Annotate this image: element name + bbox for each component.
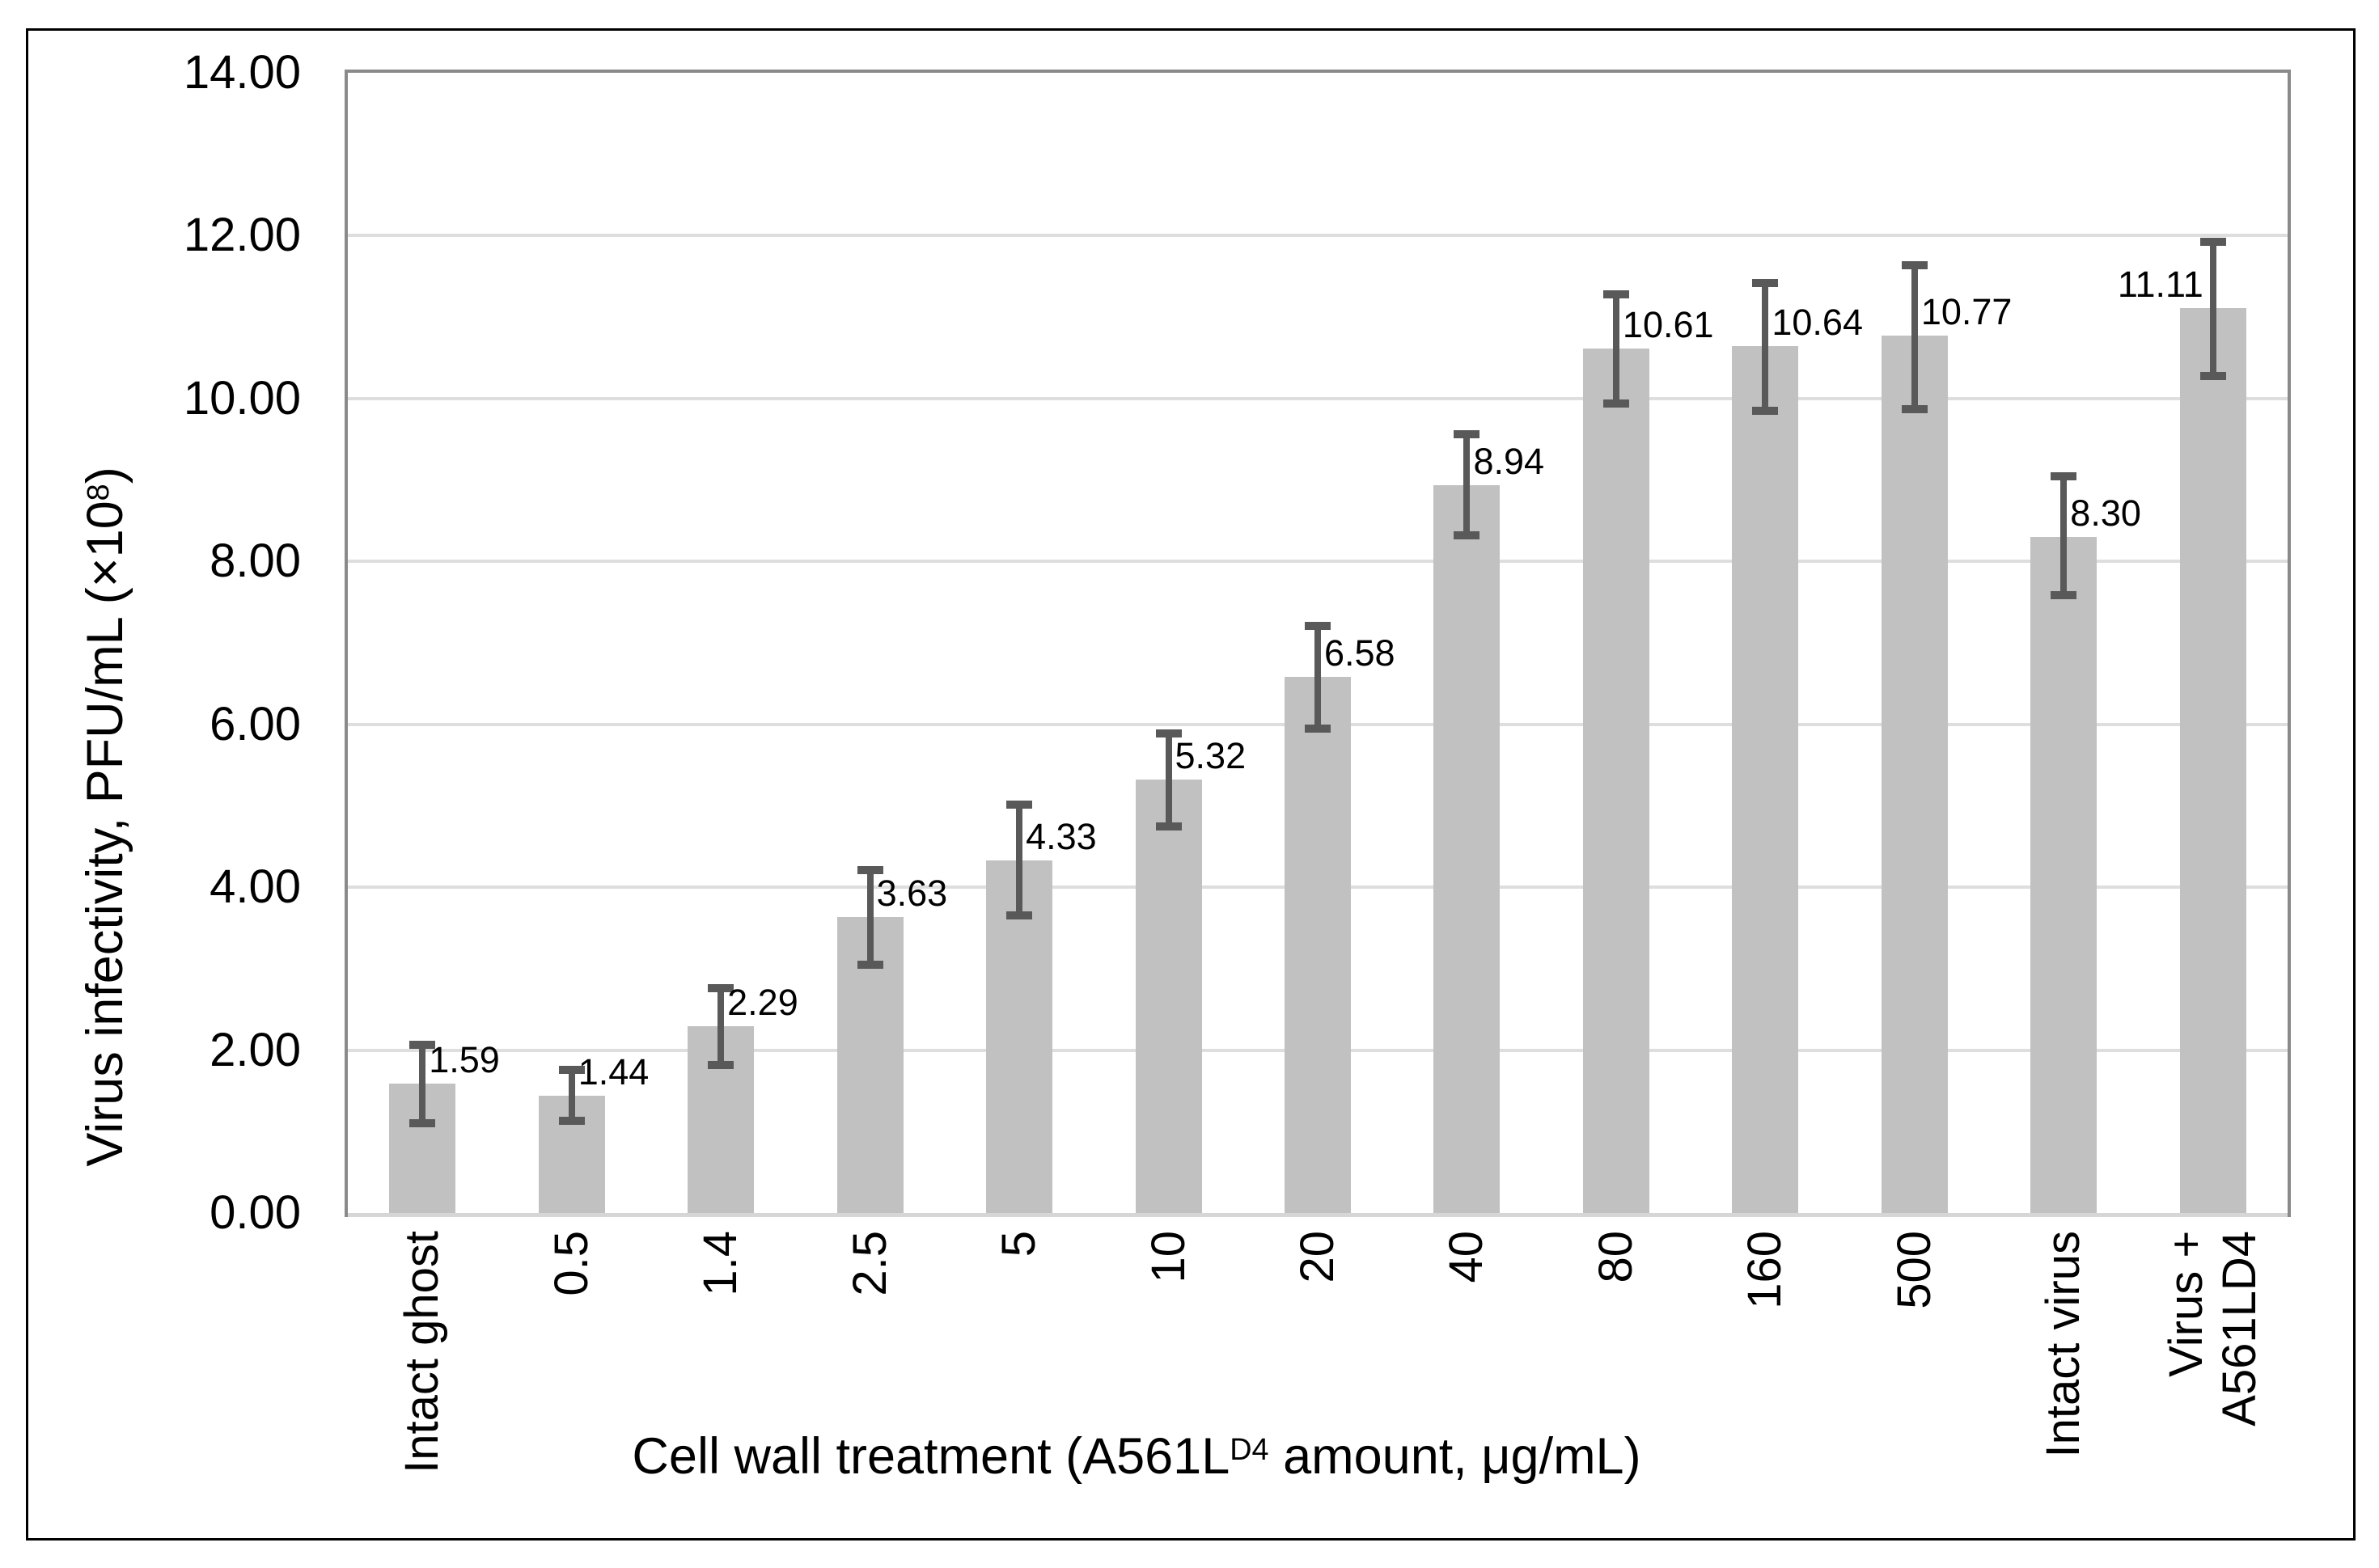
bar — [1732, 346, 1799, 1213]
error-bar-bottom-cap — [857, 960, 883, 969]
error-bar — [1911, 264, 1918, 409]
error-bar-top-cap — [409, 1040, 436, 1049]
error-bar-top-cap — [857, 865, 883, 874]
data-label: 1.59 — [429, 1038, 500, 1080]
error-bar-top-cap — [2199, 238, 2226, 247]
y-tick-label: 6.00 — [210, 697, 301, 750]
data-label: 8.30 — [2070, 492, 2141, 535]
data-label: 1.44 — [578, 1050, 650, 1093]
x-category-label: Virus + A561LD4 — [2159, 1231, 2266, 1426]
error-bar-top-cap — [1305, 621, 1331, 630]
x-category-label: 160 — [1738, 1231, 1792, 1309]
x-axis-title-text: Cell wall treatment (A561L — [632, 1428, 1230, 1485]
y-tick-label: 10.00 — [183, 371, 301, 425]
gridline — [348, 560, 2288, 564]
error-bar — [1463, 434, 1471, 536]
plot-area-border — [345, 70, 2291, 1217]
error-bar-top-cap — [1901, 260, 1928, 269]
error-bar — [1612, 294, 1619, 404]
y-axis-title-text: Virus infectivity, PFU/mL (×10 — [77, 501, 133, 1167]
error-bar-top-cap — [708, 984, 734, 993]
error-bar-top-cap — [1454, 430, 1480, 439]
y-tick-label: 14.00 — [183, 46, 301, 99]
x-category-label: 5 — [993, 1231, 1046, 1257]
data-label: 10.77 — [1920, 291, 2013, 333]
error-bar-bottom-cap — [409, 1119, 436, 1128]
y-axis-title-close: ) — [77, 467, 133, 484]
error-bar-top-cap — [1006, 801, 1033, 809]
bar — [2030, 537, 2097, 1213]
x-category-label: 2.5 — [843, 1231, 896, 1296]
bar — [1582, 349, 1649, 1213]
bar — [1433, 484, 1501, 1213]
y-tick-label: 8.00 — [210, 535, 301, 588]
y-axis-title-superscript: 8 — [82, 484, 116, 501]
y-tick-label: 2.00 — [210, 1023, 301, 1076]
error-bar-bottom-cap — [1006, 911, 1033, 920]
y-tick-label: 0.00 — [210, 1186, 301, 1239]
data-label: 10.64 — [1772, 302, 1863, 344]
y-tick-label: 4.00 — [210, 860, 301, 914]
y-tick-label: 12.00 — [183, 209, 301, 262]
error-bar-bottom-cap — [1454, 531, 1480, 540]
error-bar — [2209, 242, 2216, 376]
error-bar-top-cap — [1602, 290, 1629, 298]
x-category-label: Intact virus — [2037, 1231, 2090, 1458]
error-bar-bottom-cap — [1602, 399, 1629, 408]
x-axis-title: Cell wall treatment (A561LD4 amount, μg/… — [632, 1431, 1640, 1490]
error-bar — [1165, 733, 1172, 826]
error-bar-top-cap — [558, 1065, 585, 1074]
x-axis-title-close: amount, μg/mL) — [1268, 1428, 1641, 1485]
error-bar-bottom-cap — [1752, 406, 1779, 415]
data-label: 2.29 — [727, 982, 798, 1024]
y-axis-title: Virus infectivity, PFU/mL (×108) — [77, 467, 138, 1167]
x-category-label: 10 — [1141, 1231, 1195, 1283]
x-category-label: 1.4 — [694, 1231, 747, 1296]
data-label: 10.61 — [1622, 304, 1714, 346]
data-label: 8.94 — [1473, 440, 1545, 482]
error-bar — [568, 1069, 575, 1122]
error-bar-bottom-cap — [1305, 724, 1331, 733]
error-bar-top-cap — [2051, 471, 2077, 480]
error-bar-top-cap — [1752, 278, 1779, 287]
data-label: 4.33 — [1026, 815, 1097, 857]
bar — [1135, 780, 1202, 1213]
bar — [2179, 308, 2246, 1213]
data-label: 3.63 — [876, 873, 948, 915]
error-bar-bottom-cap — [2199, 371, 2226, 380]
error-bar — [1016, 805, 1023, 916]
error-bar-bottom-cap — [2051, 590, 2077, 599]
data-label: 11.11 — [2117, 264, 2203, 306]
bar — [1881, 336, 1948, 1213]
x-axis-title-superscript: D4 — [1230, 1433, 1269, 1467]
error-bar — [866, 869, 874, 965]
data-label: 6.58 — [1324, 632, 1395, 674]
gridline — [348, 396, 2288, 400]
x-category-label: 80 — [1589, 1231, 1642, 1283]
x-category-label: 40 — [1440, 1231, 1493, 1283]
x-category-label: 0.5 — [544, 1231, 598, 1296]
error-bar — [718, 988, 725, 1065]
data-label: 5.32 — [1175, 735, 1247, 777]
x-category-label: 500 — [1887, 1231, 1941, 1309]
error-bar — [1762, 282, 1769, 411]
error-bar — [419, 1044, 426, 1124]
error-bar — [1314, 625, 1321, 729]
x-category-label: Intact ghost — [396, 1231, 449, 1473]
error-bar-bottom-cap — [558, 1117, 585, 1126]
error-bar-bottom-cap — [1901, 404, 1928, 413]
x-category-label: 20 — [1291, 1231, 1344, 1283]
bar — [1285, 677, 1351, 1213]
gridline — [348, 234, 2288, 238]
error-bar-top-cap — [1155, 729, 1182, 738]
error-bar-bottom-cap — [708, 1060, 734, 1069]
error-bar — [2060, 475, 2068, 595]
x-axis-line — [348, 1213, 2288, 1217]
error-bar-bottom-cap — [1155, 822, 1182, 830]
